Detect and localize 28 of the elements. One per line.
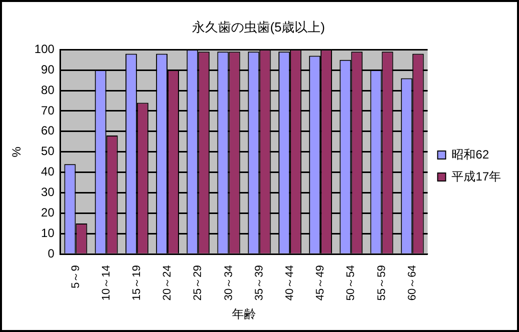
y-tick-label: 90 (41, 62, 55, 76)
y-tick-label: 50 (41, 144, 55, 158)
x-tick-label: 5～9 (70, 265, 82, 288)
x-tick-label: 60～64 (406, 265, 418, 301)
y-tick-label: 0 (48, 246, 55, 260)
x-tick-label: 35～39 (253, 265, 266, 301)
y-tick-label: 100 (34, 42, 55, 56)
y-tick-label: 20 (41, 206, 55, 220)
y-tick-label: 10 (41, 226, 55, 240)
y-tick-label: 80 (41, 82, 55, 97)
y-tick-label: 30 (41, 185, 55, 200)
x-tick-label: 40～44 (284, 265, 296, 301)
chart-title: 永久歯の虫歯(5歳以上) (192, 19, 325, 34)
x-tick-label: 10～14 (100, 265, 112, 301)
y-tick-label: 40 (41, 164, 55, 179)
x-tick-label: 15～19 (130, 265, 143, 301)
legend-label: 平成17年 (452, 169, 502, 184)
x-tick-label: 45～49 (314, 265, 327, 301)
legend-label: 昭和62 (452, 147, 490, 162)
x-tick-label: 55～59 (376, 265, 388, 301)
x-axis-title: 年齢 (232, 307, 256, 322)
y-tick-label: 60 (41, 124, 55, 138)
x-tick-label: 20～24 (162, 265, 174, 301)
y-tick-label: 70 (41, 103, 55, 118)
x-tick-label: 30～34 (222, 265, 235, 301)
x-tick-label: 50～54 (345, 265, 358, 301)
y-axis-title: % (10, 146, 24, 158)
x-tick-label: 25～29 (192, 265, 204, 301)
